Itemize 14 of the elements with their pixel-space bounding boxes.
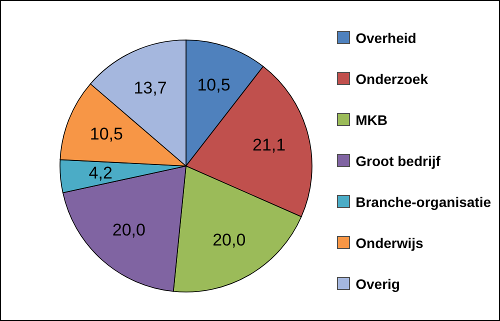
data-label: 10,5: [197, 75, 230, 94]
legend-label: Onderwijs: [356, 234, 424, 250]
legend-label: MKB: [356, 112, 388, 128]
legend-label: Groot bedrijf: [356, 152, 440, 168]
legend-label: Overheid: [356, 30, 416, 46]
legend-label: Branche-organisatie: [356, 194, 491, 210]
data-label: 21,1: [252, 135, 286, 154]
data-label: 13,7: [134, 78, 167, 98]
legend-label: Overig: [356, 276, 400, 292]
data-label: 10,5: [90, 124, 123, 144]
data-label: 4,2: [88, 163, 112, 182]
data-label: 20,0: [112, 220, 146, 240]
legend-label: Onderzoek: [356, 70, 428, 86]
data-label: 20,0: [212, 230, 246, 250]
